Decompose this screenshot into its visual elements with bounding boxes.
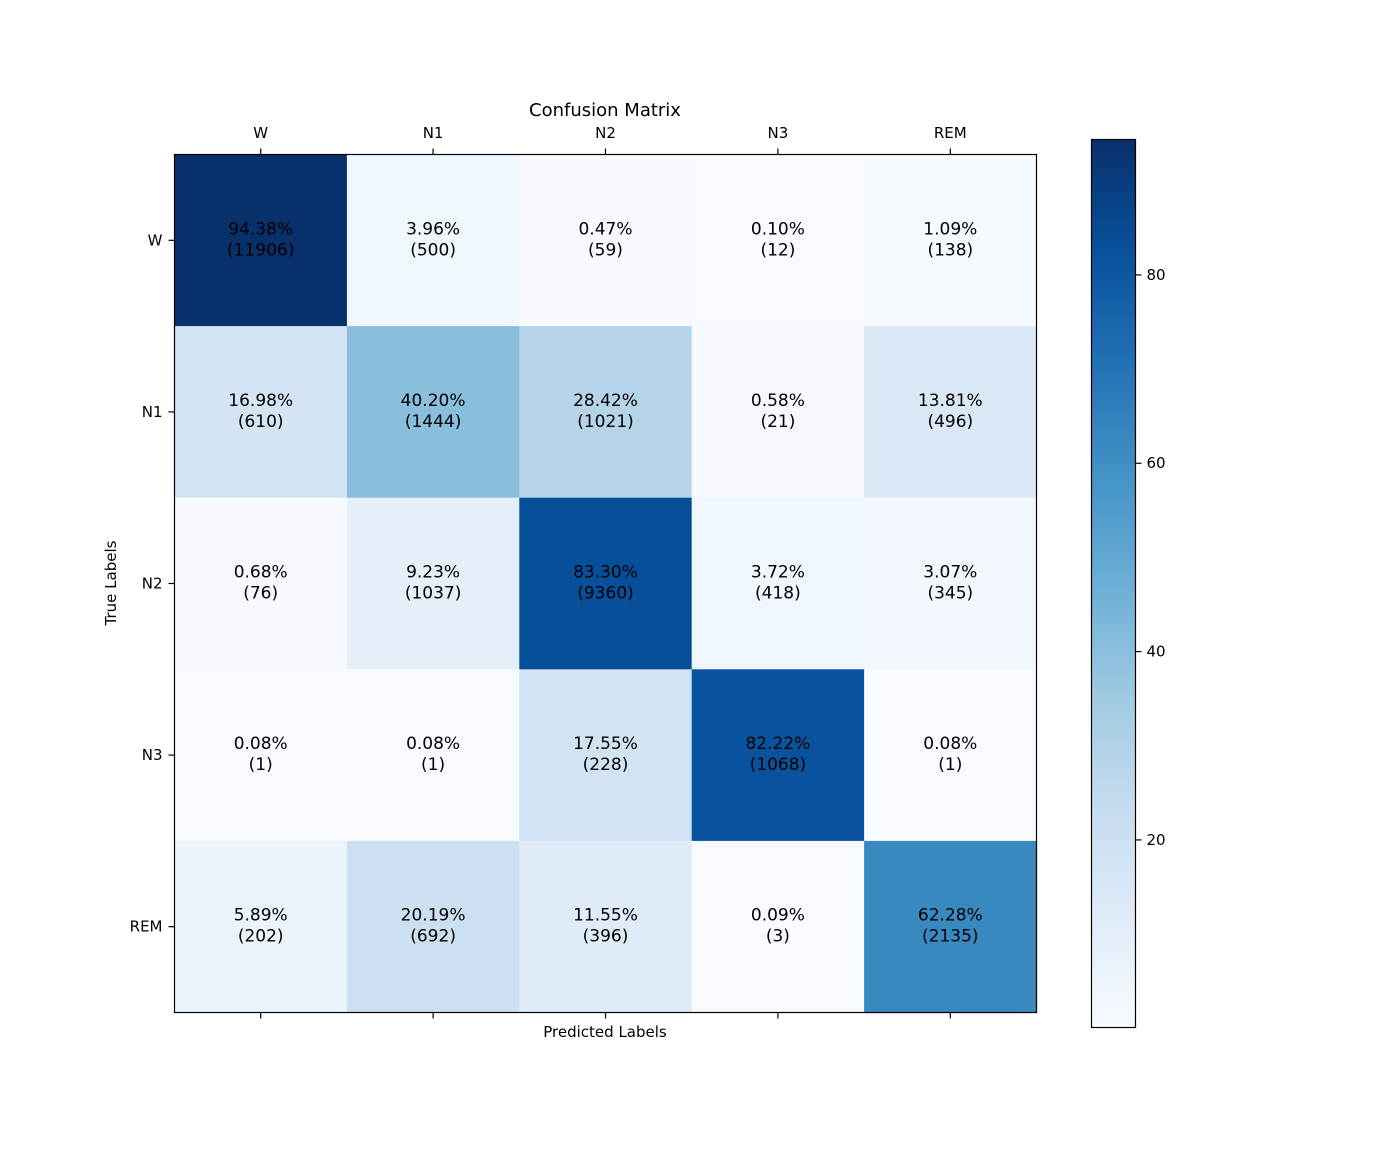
cell-rem-n1 — [346, 840, 520, 1014]
cell-count-label: (396) — [583, 927, 629, 947]
cell-count-label: (202) — [238, 927, 284, 947]
cell-count-label: (1037) — [405, 584, 462, 604]
cell-percent-label: 5.89% — [234, 906, 288, 926]
cell-percent-label: 3.07% — [923, 563, 977, 583]
y-axis-ticks: W N1 N2 N3 REM — [130, 231, 175, 936]
cell-count-label: (3) — [766, 927, 790, 947]
cell-count-label: (1444) — [405, 412, 462, 432]
cell-percent-label: 1.09% — [923, 219, 977, 239]
colorbar-tick-label: 40 — [1147, 643, 1166, 661]
cell-count-label: (345) — [927, 584, 973, 604]
cell-n3-n3 — [691, 669, 865, 842]
colorbar-tick-label: 20 — [1147, 831, 1166, 849]
x-tick-label-n3: N3 — [768, 124, 789, 142]
cell-rem-n3 — [691, 840, 865, 1014]
y-tick-label-n1: N1 — [142, 403, 163, 421]
cell-percent-label: 20.19% — [401, 906, 466, 926]
cell-percent-label: 17.55% — [573, 734, 638, 754]
cell-count-label: (1) — [249, 755, 273, 775]
cell-rem-n2 — [519, 840, 693, 1014]
cell-count-label: (500) — [410, 240, 456, 260]
cell-percent-label: 28.42% — [573, 391, 638, 411]
cell-n3-rem — [864, 669, 1038, 842]
cell-count-label: (418) — [755, 584, 801, 604]
cell-percent-label: 40.20% — [401, 391, 466, 411]
cell-percent-label: 83.30% — [573, 563, 638, 583]
cell-percent-label: 94.38% — [228, 219, 293, 239]
colorbar-tick-label: 60 — [1147, 454, 1166, 472]
cell-count-label: (1021) — [577, 412, 634, 432]
cell-percent-label: 11.55% — [573, 906, 638, 926]
cell-n3-w — [174, 669, 348, 842]
y-tick-label-n3: N3 — [142, 746, 163, 764]
y-tick-label-n2: N2 — [142, 575, 163, 593]
cell-w-n2 — [519, 154, 693, 327]
cell-w-n3 — [691, 154, 865, 327]
cell-count-label: (1) — [421, 755, 445, 775]
cell-count-label: (21) — [760, 412, 795, 432]
cell-count-label: (9360) — [577, 584, 634, 604]
cell-count-label: (228) — [583, 755, 629, 775]
cell-percent-label: 13.81% — [918, 391, 983, 411]
cell-percent-label: 0.08% — [923, 734, 977, 754]
colorbar-ticks: 20 40 60 80 — [1135, 266, 1166, 849]
cell-percent-label: 0.68% — [234, 563, 288, 583]
cell-n1-n3 — [691, 326, 865, 499]
colorbar-tick-label: 80 — [1147, 266, 1166, 284]
heatmap-cell-labels: 94.38%(11906) 3.96%(500) 0.47%(59) 0.10%(12… — [227, 219, 983, 946]
cell-n2-n3 — [691, 497, 865, 670]
cell-n2-rem — [864, 497, 1038, 670]
cell-percent-label: 3.96% — [406, 219, 460, 239]
x-axis-ticks: W N1 N2 N3 REM — [253, 124, 967, 1019]
cell-percent-label: 0.09% — [751, 906, 805, 926]
cell-count-label: (138) — [927, 240, 973, 260]
y-tick-label-w: W — [148, 231, 163, 249]
cell-n2-n1 — [346, 497, 520, 670]
cell-count-label: (76) — [243, 584, 278, 604]
cell-count-label: (496) — [927, 412, 973, 432]
cell-percent-label: 0.10% — [751, 219, 805, 239]
cell-percent-label: 0.08% — [234, 734, 288, 754]
cell-count-label: (610) — [238, 412, 284, 432]
y-tick-label-rem: REM — [130, 918, 163, 936]
x-tick-label-w: W — [253, 124, 268, 142]
cell-n3-n2 — [519, 669, 693, 842]
chart-title: Confusion Matrix — [529, 100, 681, 121]
cell-count-label: (11906) — [227, 240, 294, 260]
x-tick-label-n2: N2 — [595, 124, 616, 142]
cell-percent-label: 9.23% — [406, 563, 460, 583]
cell-count-label: (12) — [760, 240, 795, 260]
cell-n2-n2 — [519, 497, 693, 670]
x-tick-label-n1: N1 — [423, 124, 444, 142]
cell-n1-n1 — [346, 326, 520, 499]
cell-percent-label: 82.22% — [745, 734, 810, 754]
cell-n1-rem — [864, 326, 1038, 499]
cell-percent-label: 16.98% — [228, 391, 293, 411]
cell-count-label: (2135) — [922, 927, 979, 947]
cell-n1-n2 — [519, 326, 693, 499]
cell-count-label: (1) — [938, 755, 962, 775]
cell-w-rem — [864, 154, 1038, 327]
x-axis-label: Predicted Labels — [543, 1023, 667, 1041]
cell-n1-w — [174, 326, 348, 499]
x-tick-label-rem: REM — [934, 124, 967, 142]
cell-w-w — [174, 154, 348, 327]
cell-percent-label: 0.08% — [406, 734, 460, 754]
colorbar — [1090, 138, 1137, 1029]
cell-count-label: (59) — [588, 240, 623, 260]
cell-w-n1 — [346, 154, 520, 327]
cell-rem-w — [174, 840, 348, 1014]
cell-percent-label: 3.72% — [751, 563, 805, 583]
cell-n2-w — [174, 497, 348, 670]
cell-percent-label: 0.58% — [751, 391, 805, 411]
cell-count-label: (1068) — [750, 755, 807, 775]
cell-rem-rem — [864, 840, 1038, 1014]
y-axis-label: True Labels — [102, 540, 120, 626]
cell-count-label: (692) — [410, 927, 456, 947]
cell-n3-n1 — [346, 669, 520, 842]
cell-percent-label: 62.28% — [918, 906, 983, 926]
heatmap-cells — [174, 154, 1038, 1014]
cell-percent-label: 0.47% — [578, 219, 632, 239]
